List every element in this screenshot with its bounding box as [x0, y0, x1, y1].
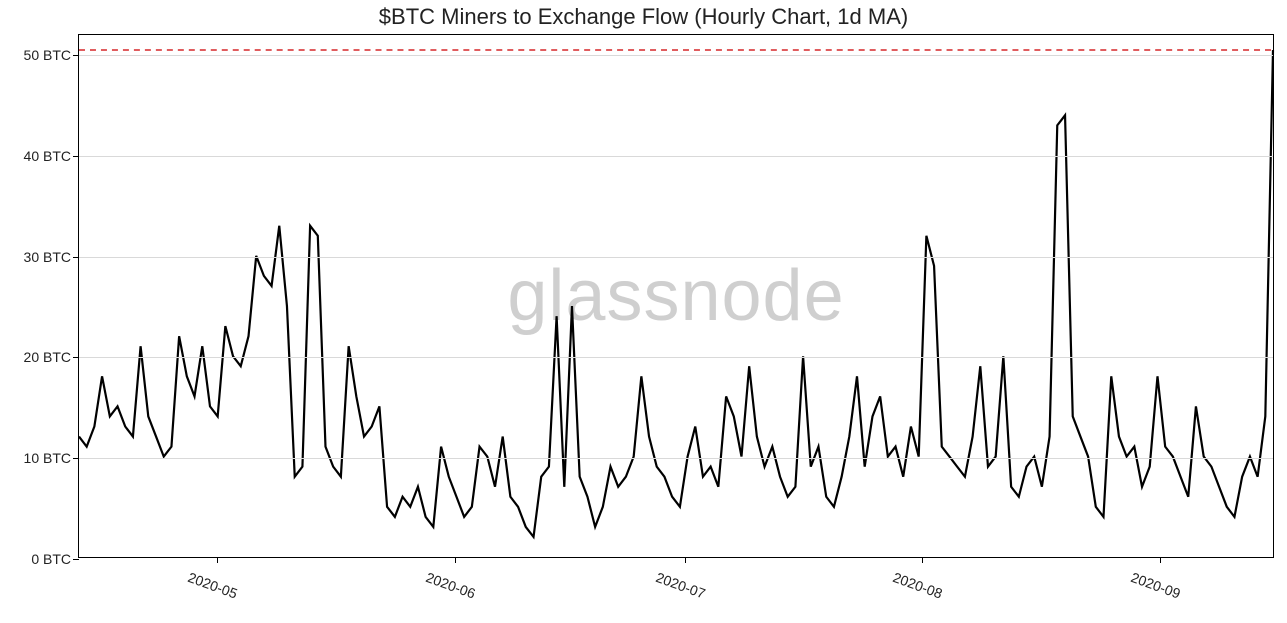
ytick-mark: [73, 458, 79, 459]
gridline: [79, 357, 1273, 358]
xtick-mark: [1160, 557, 1161, 563]
ytick-label: 40 BTC: [24, 148, 71, 164]
ytick-label: 30 BTC: [24, 249, 71, 265]
xtick-label: 2020-09: [1129, 569, 1183, 602]
gridline: [79, 156, 1273, 157]
ytick-mark: [73, 257, 79, 258]
ytick-label: 50 BTC: [24, 47, 71, 63]
xtick-mark: [217, 557, 218, 563]
xtick-label: 2020-08: [891, 569, 945, 602]
xtick-mark: [455, 557, 456, 563]
line-series: [79, 35, 1273, 557]
xtick-label: 2020-06: [423, 569, 477, 602]
chart-container: $BTC Miners to Exchange Flow (Hourly Cha…: [0, 0, 1287, 623]
ytick-label: 0 BTC: [31, 551, 71, 567]
xtick-label: 2020-05: [186, 569, 240, 602]
series-path: [79, 50, 1273, 537]
xtick-mark: [922, 557, 923, 563]
gridline: [79, 458, 1273, 459]
xtick-mark: [685, 557, 686, 563]
gridline: [79, 257, 1273, 258]
ytick-mark: [73, 55, 79, 56]
ytick-label: 10 BTC: [24, 450, 71, 466]
ytick-mark: [73, 559, 79, 560]
ytick-label: 20 BTC: [24, 349, 71, 365]
gridline: [79, 55, 1273, 56]
ytick-mark: [73, 357, 79, 358]
ytick-mark: [73, 156, 79, 157]
plot-area: glassnode 0 BTC10 BTC20 BTC30 BTC40 BTC5…: [78, 34, 1274, 558]
chart-title: $BTC Miners to Exchange Flow (Hourly Cha…: [0, 4, 1287, 30]
xtick-label: 2020-07: [653, 569, 707, 602]
